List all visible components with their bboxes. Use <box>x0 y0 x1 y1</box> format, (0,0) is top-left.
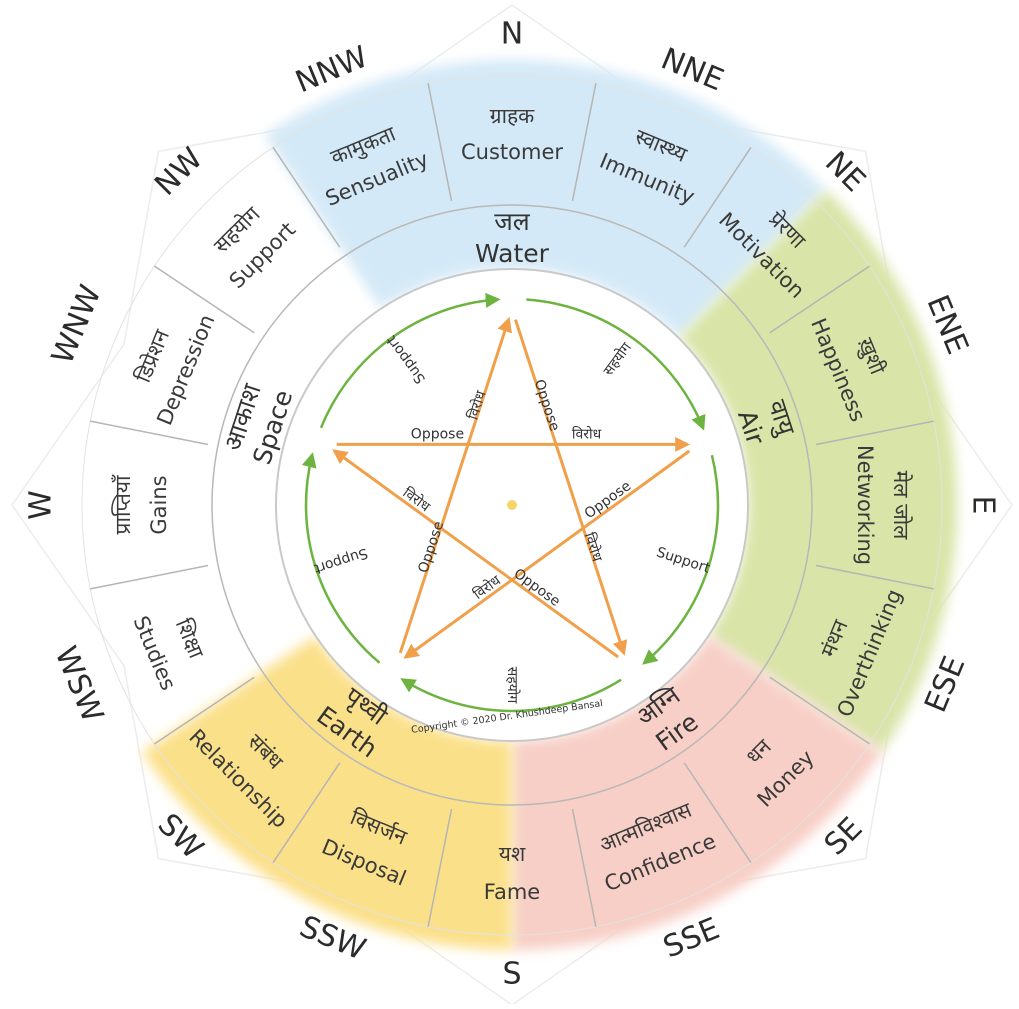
zone-label-hindi: प्राप्तियाँ <box>111 475 135 535</box>
zone-label-hindi: यश <box>499 842 526 866</box>
direction-label-s: S <box>502 957 521 992</box>
zone-label-hindi: ग्राहक <box>490 104 535 128</box>
zone-divider <box>769 676 870 745</box>
element-label-hindi: जल <box>494 207 531 236</box>
support-arrow <box>319 292 501 429</box>
zone-divider <box>272 762 341 863</box>
zone-divider <box>272 147 341 248</box>
zone-label-hindi: मेल जोल <box>889 471 913 540</box>
zone-divider <box>815 564 934 590</box>
zone-divider <box>683 147 752 248</box>
oppose-arrow <box>332 449 620 659</box>
oppose-label-hindi: विरोध <box>572 425 602 442</box>
direction-label-wsw: WSW <box>48 642 110 728</box>
zone-label-hindi: डिप्रेशन <box>131 326 174 386</box>
element-ring <box>211 204 813 806</box>
zone-divider <box>154 676 255 745</box>
oppose-label: Oppose <box>411 426 464 442</box>
zone-divider <box>90 564 209 590</box>
direction-label-n: N <box>501 17 523 52</box>
zone-label-english: Networking <box>853 445 877 565</box>
center-dot <box>507 500 517 510</box>
oppose-arrow <box>398 316 512 654</box>
zone-divider <box>427 83 453 202</box>
zone-divider <box>769 265 870 334</box>
direction-label-wnw: WNW <box>45 280 109 369</box>
direction-label-e: E <box>966 496 1001 515</box>
zone-label-english: Gains <box>147 475 171 534</box>
zone-divider <box>154 265 255 334</box>
zone-label-english: Fame <box>484 880 540 904</box>
support-arrow <box>301 452 381 664</box>
zone-divider <box>90 420 209 446</box>
support-arrow <box>526 298 706 431</box>
water-region <box>264 60 827 339</box>
oppose-arrow <box>403 449 691 659</box>
support-label: सहयोग <box>504 667 521 705</box>
zone-divider <box>571 83 597 202</box>
fire-region <box>512 636 883 950</box>
zone-label-hindi: शिक्षा <box>171 615 209 662</box>
air-region <box>678 190 957 753</box>
zone-label-english: Depression <box>152 311 219 429</box>
element-label-english: Water <box>475 239 550 268</box>
direction-label-w: W <box>24 490 59 520</box>
support-arrow <box>642 454 720 665</box>
zone-divider <box>427 808 453 927</box>
oppose-arrow <box>514 319 628 656</box>
outer-zone-ring <box>81 74 943 936</box>
earth-region <box>141 636 512 950</box>
zone-divider <box>683 762 752 863</box>
support-arrow <box>400 678 622 713</box>
zone-divider <box>815 420 934 446</box>
zone-label-english: Customer <box>461 140 563 164</box>
direction-label-nw: NW <box>148 141 210 203</box>
zone-divider <box>571 808 597 927</box>
